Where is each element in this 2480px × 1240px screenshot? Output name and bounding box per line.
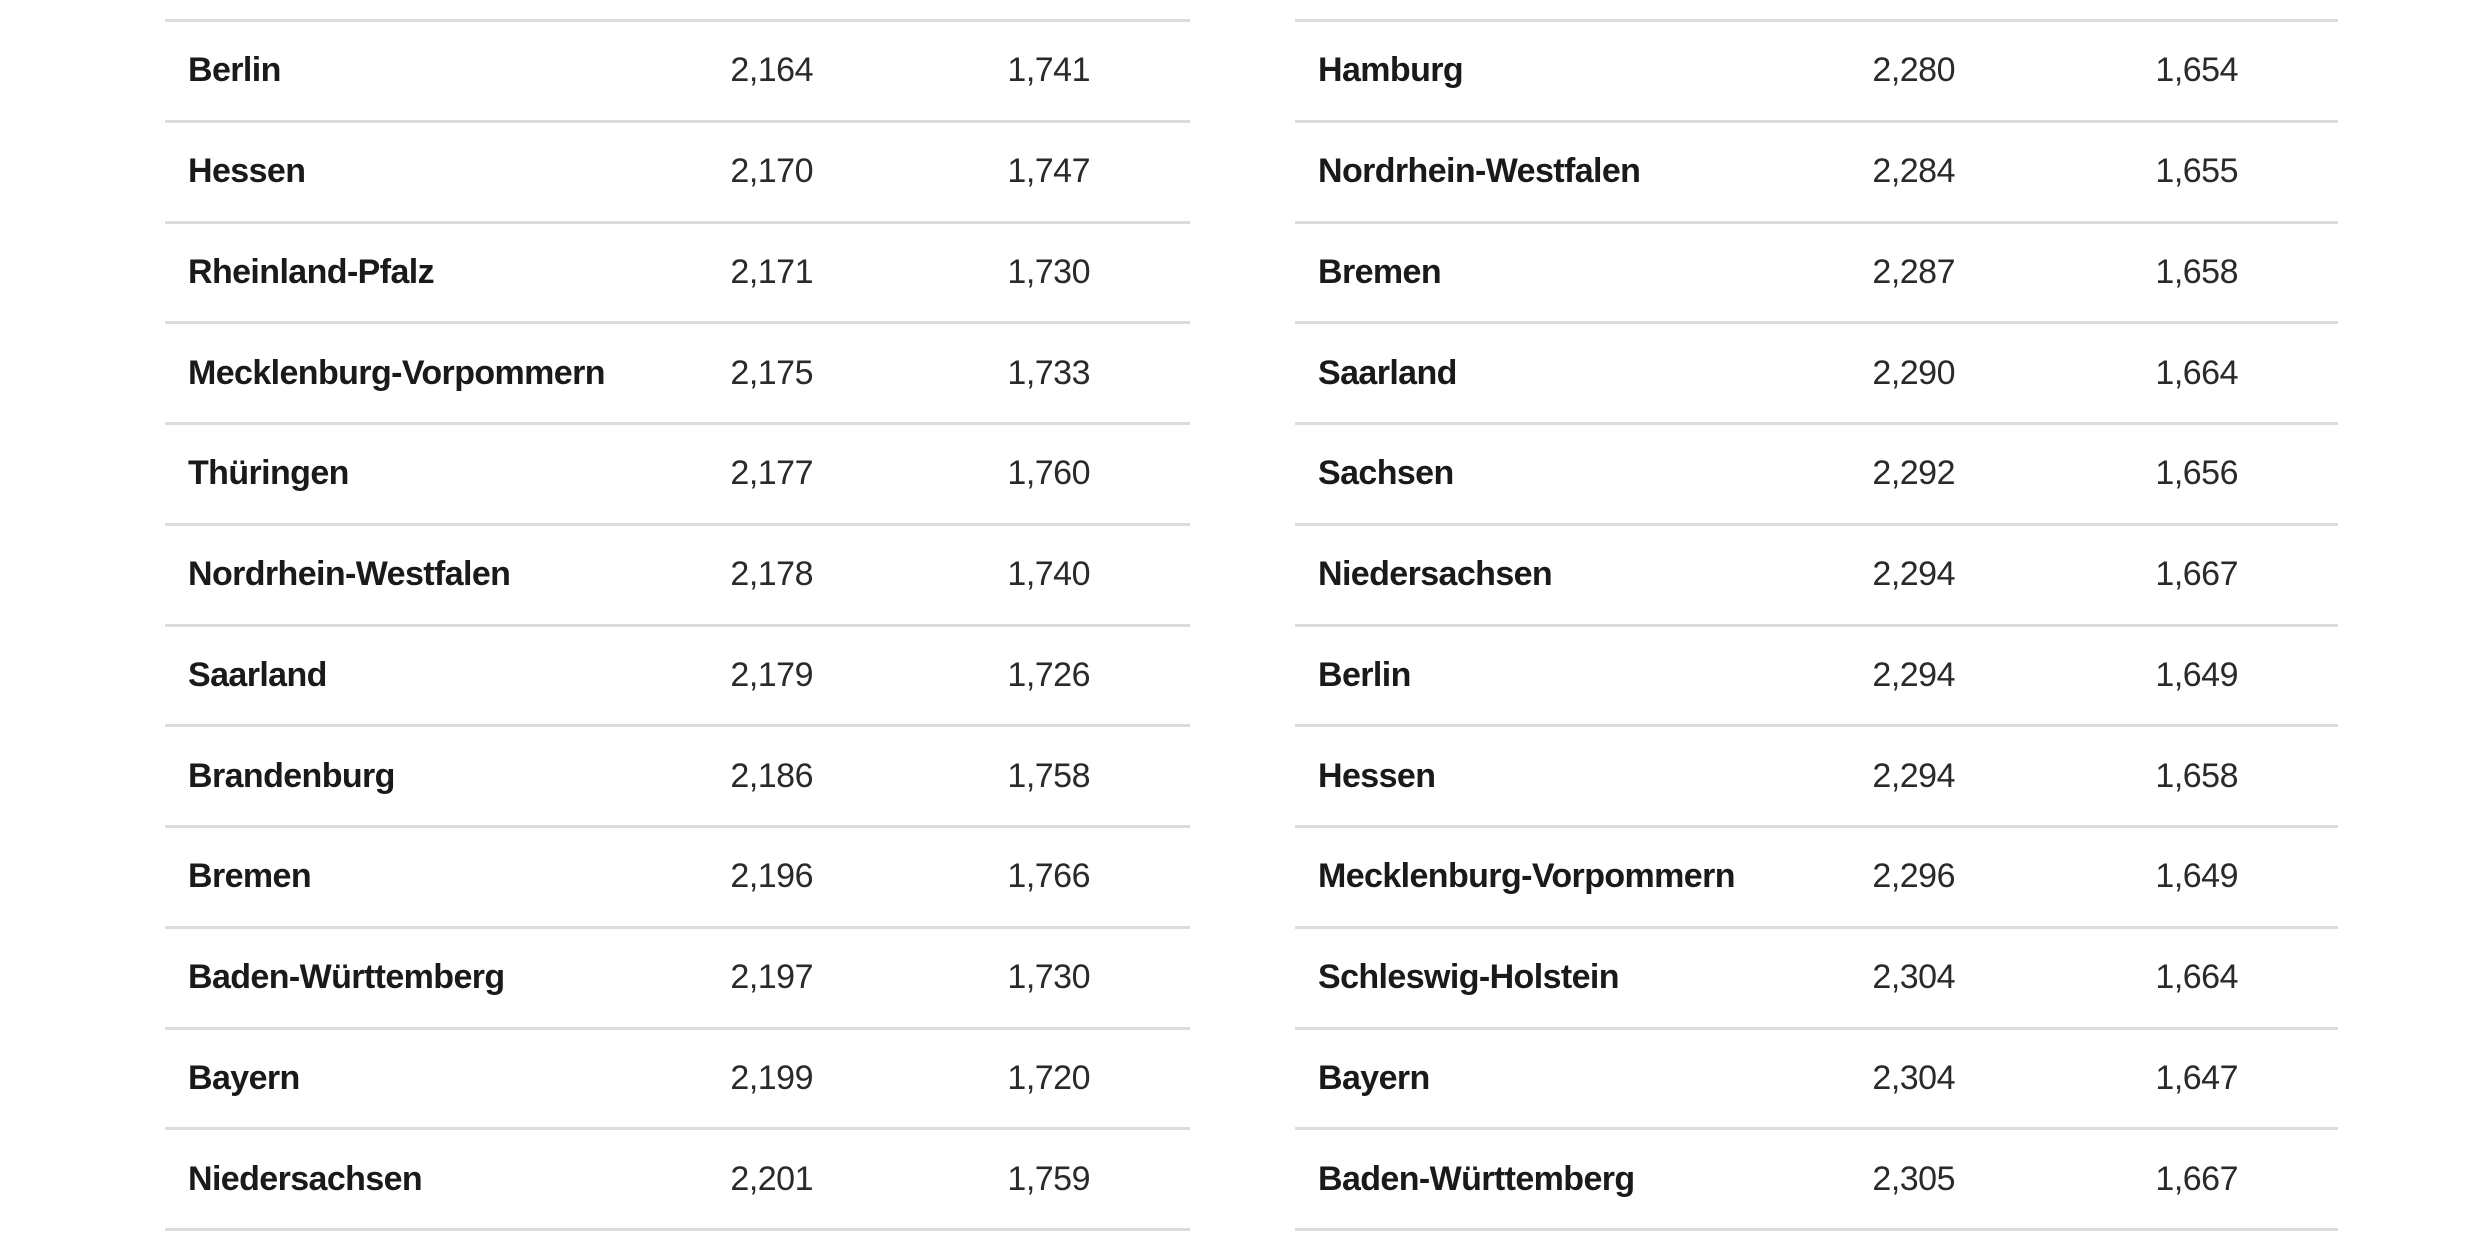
state-name: Baden-Württemberg: [188, 958, 505, 997]
table-row: Baden-Württemberg 2,305 1,667: [1295, 1130, 2338, 1231]
value-col-2: 1,647: [2155, 1058, 2238, 1097]
value-col-2: 1,664: [2155, 353, 2238, 392]
table-left: Berlin 2,164 1,741 Hessen 2,170 1,747 Rheinlan…: [165, 19, 1190, 1231]
table-row: Sachsen 2,292 1,656: [1295, 425, 2338, 526]
value-col-1: 2,305: [1872, 1159, 1955, 1198]
state-name: Brandenburg: [188, 756, 395, 795]
table-row: Bremen 2,196 1,766: [165, 828, 1190, 929]
state-name: Hamburg: [1318, 51, 1464, 90]
value-col-1: 2,280: [1872, 51, 1955, 90]
table-row: Brandenburg 2,186 1,758: [165, 727, 1190, 828]
table-row: Mecklenburg-Vorpommern 2,175 1,733: [165, 324, 1190, 425]
value-col-2: 1,730: [1007, 958, 1090, 997]
value-col-2: 1,733: [1007, 353, 1090, 392]
state-name: Hessen: [188, 152, 306, 191]
value-col-1: 2,294: [1872, 756, 1955, 795]
table-row: Hessen 2,170 1,747: [165, 123, 1190, 224]
state-name: Bremen: [1318, 252, 1442, 291]
value-col-1: 2,201: [730, 1159, 813, 1198]
table-row: Berlin 2,164 1,741: [165, 22, 1190, 123]
value-col-1: 2,178: [730, 555, 813, 594]
value-col-1: 2,290: [1872, 353, 1955, 392]
value-col-2: 1,658: [2155, 252, 2238, 291]
value-col-2: 1,741: [1007, 51, 1090, 90]
state-name: Bremen: [188, 857, 312, 896]
value-col-1: 2,177: [730, 454, 813, 493]
state-name: Niedersachsen: [188, 1159, 423, 1198]
value-col-2: 1,740: [1007, 555, 1090, 594]
value-col-2: 1,766: [1007, 857, 1090, 896]
state-name: Saarland: [188, 655, 327, 694]
value-col-1: 2,294: [1872, 655, 1955, 694]
table-row: Saarland 2,179 1,726: [165, 627, 1190, 728]
state-name: Nordrhein-Westfalen: [1318, 152, 1641, 191]
value-col-1: 2,287: [1872, 252, 1955, 291]
state-name: Sachsen: [1318, 454, 1454, 493]
state-name: Saarland: [1318, 353, 1457, 392]
state-name: Berlin: [188, 51, 281, 90]
value-col-1: 2,292: [1872, 454, 1955, 493]
state-name: Schleswig-Holstein: [1318, 958, 1620, 997]
state-name: Baden-Württemberg: [1318, 1159, 1635, 1198]
value-col-2: 1,658: [2155, 756, 2238, 795]
value-col-2: 1,654: [2155, 51, 2238, 90]
value-col-2: 1,649: [2155, 857, 2238, 896]
value-col-1: 2,294: [1872, 555, 1955, 594]
value-col-2: 1,667: [2155, 555, 2238, 594]
table-row: Nordrhein-Westfalen 2,284 1,655: [1295, 123, 2338, 224]
value-col-1: 2,171: [730, 252, 813, 291]
value-col-1: 2,196: [730, 857, 813, 896]
value-col-2: 1,726: [1007, 655, 1090, 694]
table-row: Bayern 2,199 1,720: [165, 1030, 1190, 1131]
value-col-1: 2,175: [730, 353, 813, 392]
state-name: Nordrhein-Westfalen: [188, 555, 511, 594]
value-col-2: 1,760: [1007, 454, 1090, 493]
value-col-2: 1,656: [2155, 454, 2238, 493]
value-col-1: 2,199: [730, 1058, 813, 1097]
value-col-1: 2,179: [730, 655, 813, 694]
state-name: Bayern: [188, 1058, 300, 1097]
value-col-2: 1,664: [2155, 958, 2238, 997]
table-right: Hamburg 2,280 1,654 Nordrhein-Westfalen 2,28…: [1295, 19, 2338, 1231]
value-col-2: 1,747: [1007, 152, 1090, 191]
value-col-1: 2,170: [730, 152, 813, 191]
value-col-2: 1,720: [1007, 1058, 1090, 1097]
value-col-1: 2,296: [1872, 857, 1955, 896]
state-name: Thüringen: [188, 454, 349, 493]
table-row: Rheinland-Pfalz 2,171 1,730: [165, 224, 1190, 325]
value-col-1: 2,304: [1872, 1058, 1955, 1097]
table-row: Thüringen 2,177 1,760: [165, 425, 1190, 526]
table-row: Niedersachsen 2,294 1,667: [1295, 526, 2338, 627]
state-name: Berlin: [1318, 655, 1411, 694]
state-name: Rheinland-Pfalz: [188, 252, 435, 291]
table-row: Berlin 2,294 1,649: [1295, 627, 2338, 728]
value-col-2: 1,758: [1007, 756, 1090, 795]
table-row: Mecklenburg-Vorpommern 2,296 1,649: [1295, 828, 2338, 929]
table-row: Hessen 2,294 1,658: [1295, 727, 2338, 828]
value-col-2: 1,655: [2155, 152, 2238, 191]
state-name: Mecklenburg-Vorpommern: [188, 353, 606, 392]
value-col-1: 2,186: [730, 756, 813, 795]
value-col-1: 2,197: [730, 958, 813, 997]
value-col-2: 1,759: [1007, 1159, 1090, 1198]
state-name: Bayern: [1318, 1058, 1430, 1097]
state-name: Mecklenburg-Vorpommern: [1318, 857, 1736, 896]
table-row: Bremen 2,287 1,658: [1295, 224, 2338, 325]
value-col-2: 1,730: [1007, 252, 1090, 291]
table-row: Baden-Württemberg 2,197 1,730: [165, 929, 1190, 1030]
table-row: Bayern 2,304 1,647: [1295, 1030, 2338, 1131]
value-col-2: 1,649: [2155, 655, 2238, 694]
table-row: Niedersachsen 2,201 1,759: [165, 1130, 1190, 1231]
value-col-1: 2,284: [1872, 152, 1955, 191]
table-row: Hamburg 2,280 1,654: [1295, 22, 2338, 123]
value-col-1: 2,164: [730, 51, 813, 90]
state-name: Hessen: [1318, 756, 1436, 795]
state-name: Niedersachsen: [1318, 555, 1553, 594]
value-col-1: 2,304: [1872, 958, 1955, 997]
value-col-2: 1,667: [2155, 1159, 2238, 1198]
table-row: Nordrhein-Westfalen 2,178 1,740: [165, 526, 1190, 627]
table-row: Saarland 2,290 1,664: [1295, 324, 2338, 425]
table-row: Schleswig-Holstein 2,304 1,664: [1295, 929, 2338, 1030]
